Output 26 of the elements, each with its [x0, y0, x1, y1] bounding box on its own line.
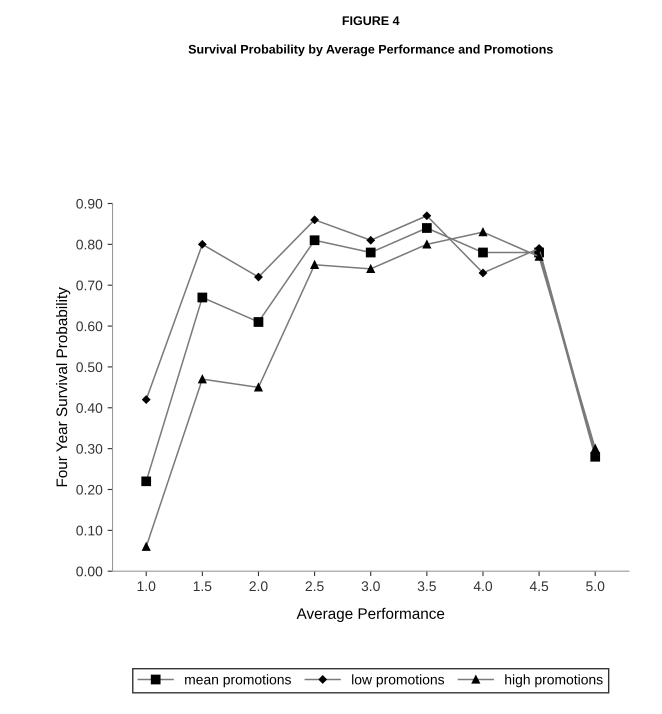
y-tick-label: 0.20	[76, 484, 102, 495]
x-tick-label: 4.0	[474, 581, 492, 592]
legend-label: low promotions	[352, 674, 444, 688]
x-tick-label: 3.5	[418, 581, 436, 592]
x-tick-label: 1.0	[138, 581, 156, 592]
x-tick-label: 2.5	[306, 581, 324, 592]
y-tick-label: 0.70	[76, 280, 102, 290]
y-tick-label: 0.30	[76, 444, 102, 454]
chart-subtitle: Survival Probability by Average Performance and Promotions	[188, 44, 553, 56]
x-tick-label: 5.0	[586, 581, 604, 592]
y-tick-label: 0.00	[76, 566, 102, 576]
x-tick-label: 1.5	[194, 581, 212, 592]
legend-label: high promotions	[505, 674, 603, 688]
y-tick-label: 0.80	[76, 240, 102, 250]
chart-title: FIGURE 4	[342, 16, 400, 26]
x-tick-label: 4.5	[530, 581, 548, 592]
y-tick-label: 0.60	[76, 321, 102, 332]
x-tick-label: 3.0	[362, 581, 380, 592]
x-axis-title: Average Performance	[296, 608, 444, 622]
y-tick-label: 0.40	[76, 403, 102, 413]
y-tick-label: 0.10	[76, 526, 102, 536]
x-tick-label: 2.0	[250, 581, 268, 592]
y-tick-label: 0.90	[76, 198, 102, 209]
legend-label: mean promotions	[185, 674, 291, 688]
y-tick-label: 0.50	[76, 362, 102, 372]
y-axis-title: Four Year Survival Probability	[56, 287, 70, 486]
